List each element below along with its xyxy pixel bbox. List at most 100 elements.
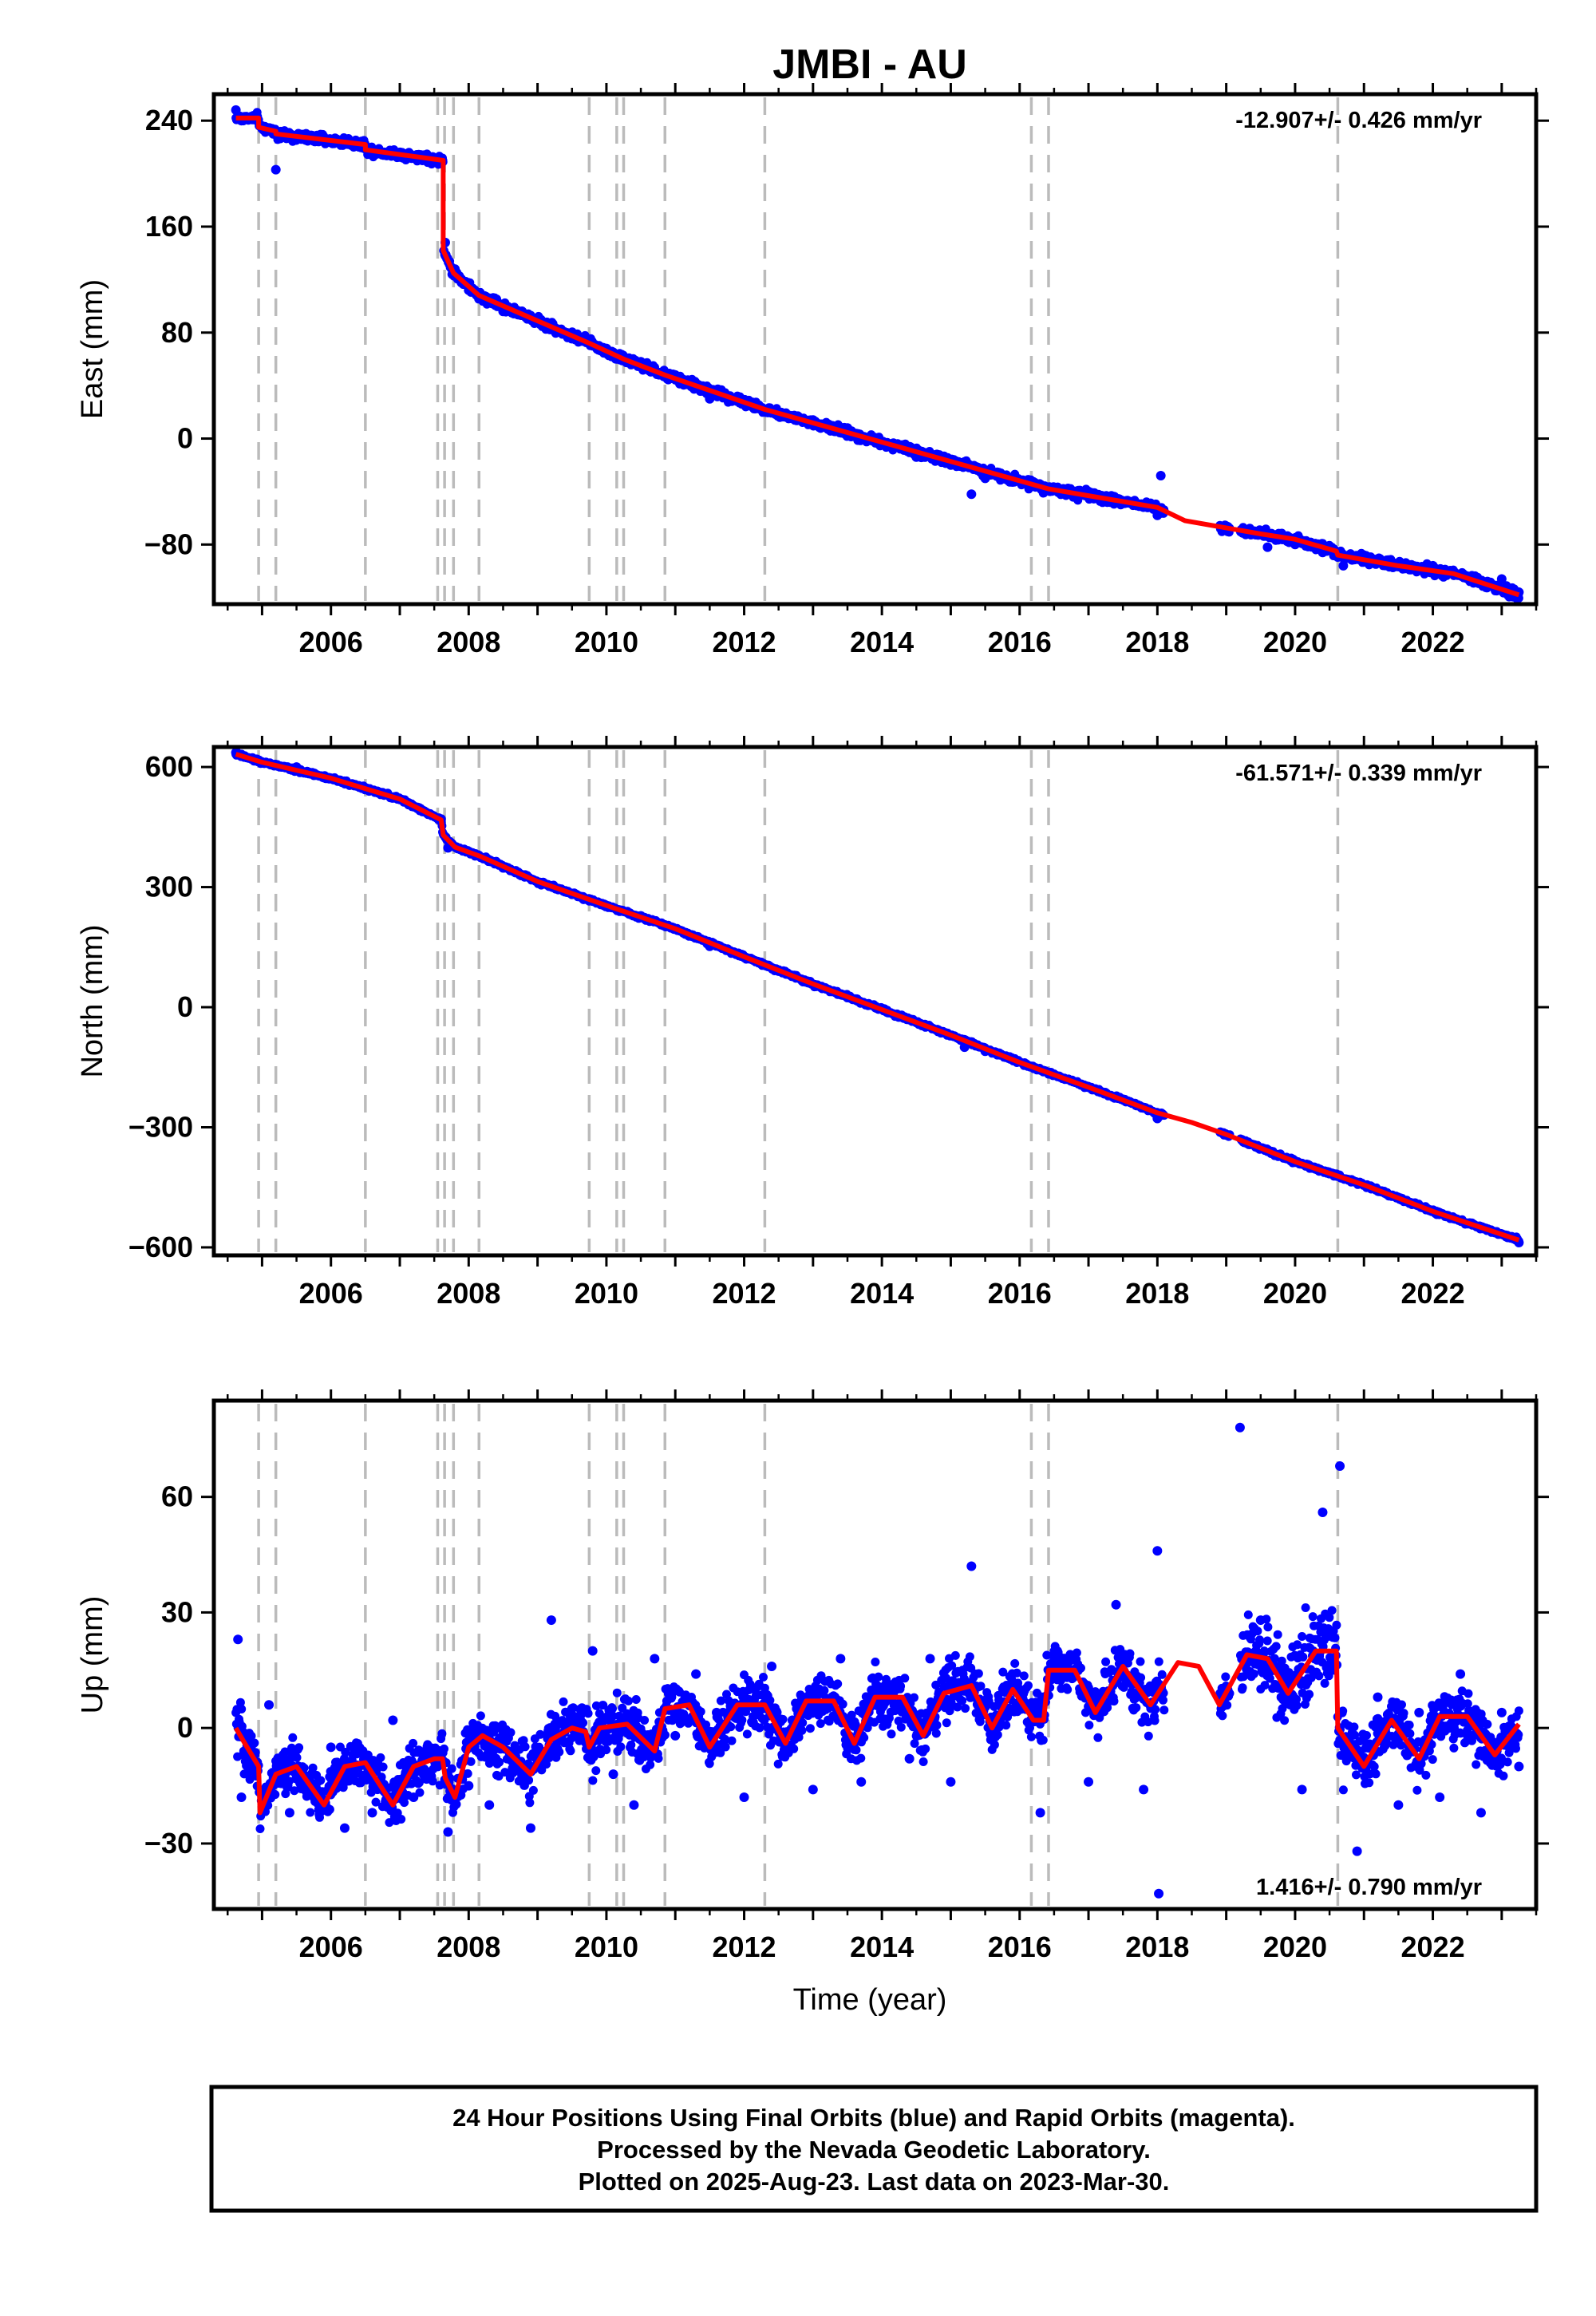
model-line: [235, 752, 1520, 1243]
observation-point: [1496, 574, 1507, 584]
observation-point: [1084, 1777, 1094, 1787]
y-tick-label: 60: [161, 1480, 193, 1513]
plot-area: [231, 105, 1524, 603]
observation-point: [925, 1654, 935, 1664]
observation-point: [1262, 542, 1273, 552]
observation-point: [587, 1646, 598, 1656]
observation-point: [236, 1792, 247, 1803]
panel-east: −80 0 80 160 240 2006 2008 2010 2012 2014 2016 2018…: [76, 83, 1549, 658]
observation-point: [767, 1661, 777, 1671]
x-tick-label: 2006: [299, 626, 363, 658]
observation-point: [1152, 1546, 1163, 1556]
observation-point: [1152, 510, 1163, 520]
observation-point: [1514, 1761, 1524, 1772]
observation-point: [1456, 1669, 1466, 1679]
observation-point: [284, 1808, 294, 1818]
observation-point: [691, 1669, 701, 1679]
observation-point: [650, 1654, 660, 1664]
y-tick-label: 0: [177, 990, 193, 1023]
observation-point: [339, 1823, 350, 1833]
observation-point: [326, 1742, 336, 1753]
observation-point: [567, 1704, 577, 1714]
observation-point: [1035, 1808, 1045, 1818]
y-tick-label: −30: [144, 1827, 193, 1860]
y-tick-label: −600: [128, 1231, 193, 1263]
y-tick-label: 0: [177, 422, 193, 455]
footer-frame: [209, 2085, 1539, 2213]
x-tick-label: 2010: [575, 626, 638, 658]
plot-area: [231, 1422, 1524, 1899]
observation-point: [1476, 1808, 1486, 1818]
observation-point: [546, 1615, 556, 1626]
observation-point: [808, 1784, 818, 1795]
observation-point: [705, 393, 715, 404]
x-tick-label: 2022: [1401, 626, 1465, 658]
rate-label: -61.571+/- 0.339 mm/yr: [1235, 761, 1482, 786]
y-tick-label: −80: [144, 528, 193, 560]
observation-point: [959, 1042, 970, 1053]
observation-cloud: [231, 1603, 1523, 1833]
observation-point: [1139, 1784, 1149, 1795]
y-tick-label: 600: [145, 750, 193, 783]
x-tick-label: 2006: [299, 1277, 363, 1310]
observation-point: [525, 1823, 535, 1833]
x-tick-label: 2014: [850, 1277, 914, 1310]
observation-point: [1373, 1692, 1383, 1702]
x-tick-label: 2020: [1263, 1931, 1327, 1963]
observation-point: [946, 1777, 956, 1787]
observation-point: [856, 1777, 867, 1787]
observation-point: [233, 1634, 243, 1645]
observation-point: [271, 164, 281, 175]
x-tick-label: 2008: [437, 1277, 500, 1310]
x-tick-label: 2008: [437, 626, 500, 658]
footer-box: 24 Hour Positions Using Final Orbits (bl…: [209, 2085, 1539, 2213]
y-tick-label: 80: [161, 316, 193, 349]
chart-title: JMBI - AU: [772, 41, 967, 88]
x-tick-label: 2008: [437, 1931, 500, 1963]
plot-frame: [211, 1398, 1539, 1911]
rate-label: 1.416+/- 0.790 mm/yr: [1256, 1875, 1482, 1900]
observation-point: [712, 1707, 722, 1717]
observation-point: [877, 1684, 887, 1694]
observation-point: [980, 473, 990, 484]
observation-point: [1156, 471, 1166, 481]
y-axis-label: East (mm): [76, 279, 109, 419]
x-tick-label: 2016: [988, 626, 1052, 658]
plot-frame: [211, 745, 1539, 1258]
observation-point: [443, 1827, 453, 1837]
y-tick-label: 240: [145, 104, 193, 136]
x-tick-label: 2020: [1263, 1277, 1327, 1310]
observation-point: [1235, 1422, 1245, 1433]
observation-point: [409, 1792, 419, 1803]
y-axis-label: Up (mm): [76, 1596, 109, 1714]
observation-point: [1352, 1846, 1362, 1856]
y-tick-label: 300: [145, 871, 193, 903]
x-tick-label: 2012: [712, 626, 776, 658]
observation-point: [1496, 1707, 1507, 1717]
observation-point: [739, 1792, 749, 1803]
footer-line-2: Processed by the Nevada Geodetic Laborat…: [597, 2136, 1151, 2164]
x-tick-label: 2018: [1125, 1277, 1189, 1310]
observation-point: [836, 1654, 846, 1664]
observation-point: [629, 1800, 639, 1810]
y-tick-label: 30: [161, 1595, 193, 1628]
observation-point: [1335, 1461, 1345, 1472]
x-tick-label: 2014: [850, 626, 914, 658]
x-tick-label: 2010: [575, 1277, 638, 1310]
model-line: [234, 1648, 1521, 1816]
observation-point: [1276, 1692, 1286, 1702]
y-axis-label: North (mm): [76, 924, 109, 1077]
rate-label: -12.907+/- 0.426 mm/yr: [1235, 108, 1482, 133]
observation-point: [608, 1769, 618, 1780]
x-tick-label: 2012: [712, 1931, 776, 1963]
observation-point: [1435, 1792, 1445, 1803]
x-tick-label: 2010: [575, 1931, 638, 1963]
x-axis-label: Time (year): [793, 1983, 947, 2017]
plot-area: [231, 748, 1524, 1247]
x-tick-label: 2018: [1125, 1931, 1189, 1963]
observation-point: [1056, 1654, 1066, 1664]
observation-point: [367, 1808, 377, 1818]
x-tick-label: 2016: [988, 1277, 1052, 1310]
observation-point: [388, 1715, 398, 1725]
